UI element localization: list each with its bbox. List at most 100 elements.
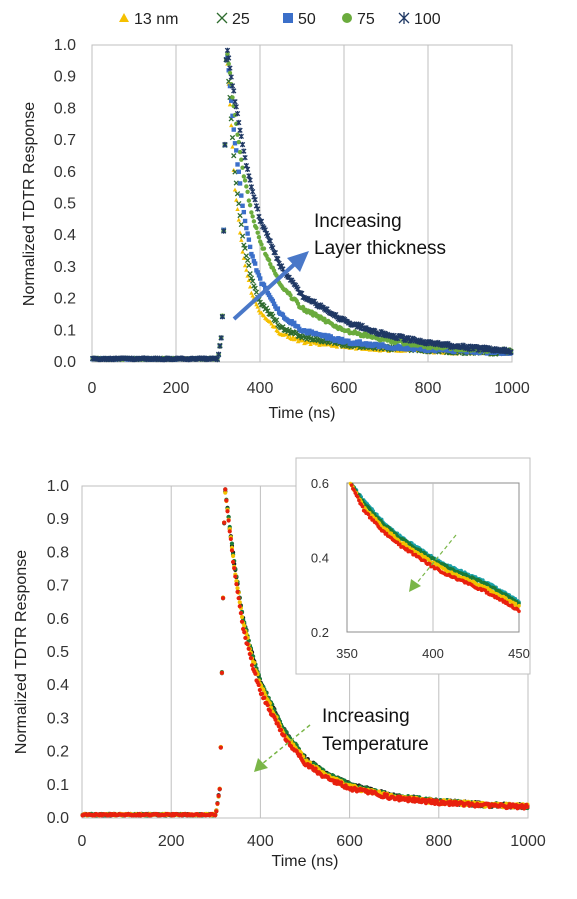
data-point — [331, 336, 336, 341]
y-tick-label: 0.9 — [54, 69, 76, 86]
data-point — [261, 282, 267, 288]
data-point — [255, 206, 261, 212]
data-point — [247, 271, 253, 277]
data-point — [239, 619, 245, 624]
annotation-line-2: Temperature — [322, 734, 429, 755]
data-point — [235, 132, 240, 137]
data-point — [295, 301, 301, 306]
x-tick-labels: 0 200 400 600 800 1000 — [78, 833, 546, 850]
data-point — [300, 304, 306, 310]
data-point — [400, 346, 405, 352]
data-point — [222, 141, 228, 148]
data-point — [215, 351, 222, 357]
inset-x-tick-label: 400 — [422, 646, 444, 661]
data-point — [218, 745, 223, 750]
data-point — [266, 257, 272, 263]
data-point — [237, 127, 243, 133]
data-point — [272, 250, 278, 256]
data-point — [251, 258, 257, 264]
data-point — [235, 589, 240, 594]
plot-area — [91, 44, 513, 363]
legend-item: 75 — [342, 11, 375, 28]
data-point — [239, 157, 244, 162]
annotation-line-1: Increasing — [314, 211, 402, 232]
data-point — [292, 320, 297, 326]
data-point — [452, 349, 457, 355]
data-point — [237, 230, 243, 235]
data-point — [238, 221, 244, 228]
data-point — [241, 242, 247, 248]
data-point — [217, 786, 222, 792]
x-tick-label: 800 — [415, 380, 442, 397]
data-point — [297, 753, 303, 758]
data-point — [252, 196, 258, 203]
series-3 — [80, 487, 530, 818]
data-point — [366, 512, 371, 517]
data-point — [433, 348, 438, 354]
data-point — [229, 541, 235, 546]
data-point — [425, 348, 430, 354]
data-point — [256, 682, 261, 688]
data-point — [231, 127, 236, 132]
data-point — [275, 306, 281, 311]
data-point — [334, 344, 340, 349]
y-tick-label: 0.4 — [54, 227, 76, 244]
data-point — [220, 596, 226, 601]
data-point — [349, 483, 354, 487]
data-point — [346, 338, 351, 344]
data-point — [250, 214, 255, 219]
data-point — [244, 267, 249, 272]
data-point — [357, 339, 362, 344]
y-tick-label: 0.2 — [54, 291, 76, 308]
data-point — [234, 582, 239, 587]
data-point — [253, 671, 258, 676]
data-point — [236, 139, 241, 145]
data-point — [273, 717, 278, 722]
data-point — [280, 312, 286, 318]
data-point — [215, 801, 220, 806]
data-point — [223, 487, 228, 492]
data-point — [239, 237, 244, 242]
data-point — [287, 330, 294, 336]
data-point — [256, 213, 262, 220]
data-point — [237, 212, 243, 219]
data-point — [246, 237, 252, 242]
legend-label: 50 — [298, 11, 316, 28]
data-point — [246, 173, 252, 179]
data-point — [352, 488, 356, 492]
x-axis-label: Time (ns) — [269, 405, 336, 422]
data-point — [267, 708, 272, 713]
data-point — [242, 245, 248, 251]
x-tick-label: 600 — [336, 833, 363, 850]
data-point — [257, 687, 262, 693]
y-tick-label: 0.0 — [54, 354, 76, 371]
data-point — [234, 121, 239, 127]
data-point — [240, 203, 245, 208]
data-point — [256, 273, 262, 278]
inset-x-tick-label: 450 — [508, 646, 530, 661]
data-point — [305, 330, 311, 336]
data-point — [385, 528, 390, 533]
data-point — [271, 301, 277, 307]
data-point — [229, 123, 234, 128]
x-tick-label: 1000 — [510, 833, 546, 850]
data-point — [253, 289, 260, 295]
data-point — [280, 324, 286, 330]
y-tick-label: 0.3 — [54, 259, 76, 276]
legend-marker — [283, 13, 293, 23]
data-point — [245, 642, 250, 647]
data-point — [435, 798, 440, 803]
y-tick-label: 1.0 — [47, 478, 69, 495]
y-tick-labels: 0.0 0.1 0.2 0.3 0.4 0.5 0.6 0.7 0.8 0.9 1.0 — [54, 37, 76, 371]
data-point — [239, 233, 246, 239]
x-axis-label: Time (ns) — [272, 853, 339, 870]
data-point — [267, 238, 273, 244]
data-point — [250, 254, 255, 259]
data-point — [265, 232, 271, 239]
data-point — [314, 341, 320, 346]
inset-x-tick-label: 350 — [336, 646, 358, 661]
data-point — [242, 263, 248, 268]
data-point — [324, 336, 330, 341]
data-point — [432, 801, 437, 806]
